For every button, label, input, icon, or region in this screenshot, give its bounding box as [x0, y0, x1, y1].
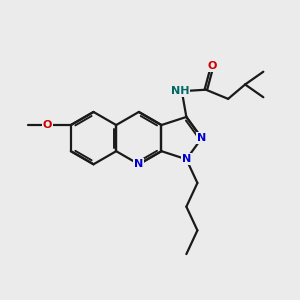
Text: N: N [134, 159, 143, 169]
Text: N: N [197, 133, 206, 143]
Text: N: N [182, 154, 191, 164]
Text: O: O [208, 61, 217, 71]
Text: NH: NH [171, 86, 190, 96]
Text: O: O [43, 120, 52, 130]
